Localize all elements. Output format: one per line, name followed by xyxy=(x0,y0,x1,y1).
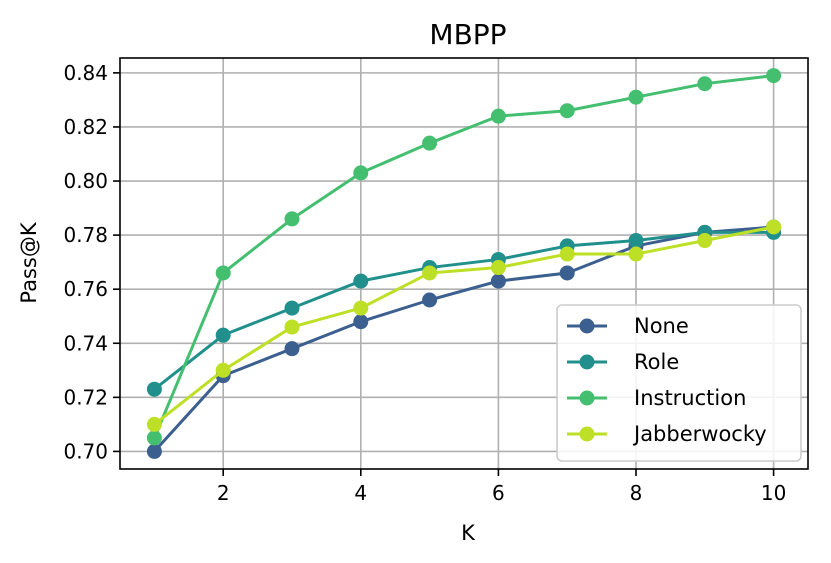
data-point xyxy=(422,265,438,281)
data-point xyxy=(697,76,713,92)
y-tick-label: 0.76 xyxy=(63,277,108,301)
data-point xyxy=(215,362,231,378)
legend-label: Role xyxy=(634,350,679,374)
legend-item: None xyxy=(567,314,689,338)
plot-frame xyxy=(119,57,809,470)
data-point xyxy=(284,341,300,357)
data-point xyxy=(559,103,575,119)
data-point xyxy=(353,273,369,289)
data-point xyxy=(422,292,438,308)
legend-box xyxy=(556,304,802,462)
data-point xyxy=(490,273,506,289)
legend-label: Instruction xyxy=(634,386,746,410)
data-point xyxy=(146,381,162,397)
x-tick-label: 4 xyxy=(354,481,367,505)
series-layer xyxy=(146,68,782,459)
legend-label: None xyxy=(634,314,689,338)
data-point xyxy=(215,265,231,281)
data-point xyxy=(628,89,644,105)
y-tick-label: 0.82 xyxy=(63,115,108,139)
series-line xyxy=(153,230,774,391)
x-tick-label: 6 xyxy=(492,481,505,505)
data-point xyxy=(628,246,644,262)
x-axis-ticks: 2 4 6 8 10 xyxy=(217,469,786,505)
data-point xyxy=(284,211,300,227)
data-point xyxy=(422,135,438,151)
y-axis-ticks: 0.70 0.72 0.74 0.76 0.78 0.80 0.82 0.84 xyxy=(63,61,120,463)
y-tick-label: 0.78 xyxy=(63,223,108,247)
legend-label: Jabberwocky xyxy=(632,422,767,446)
legend-item: Role xyxy=(567,350,679,374)
x-axis-label: K xyxy=(461,521,476,545)
y-tick-label: 0.70 xyxy=(63,439,108,463)
x-tick-label: 10 xyxy=(761,481,786,505)
data-point xyxy=(284,319,300,335)
data-point xyxy=(628,233,644,249)
legend: None Role Instruction Jabberwocky xyxy=(556,304,802,462)
legend-marker xyxy=(579,354,595,370)
chart-title: MBPP xyxy=(429,18,506,51)
data-point xyxy=(559,265,575,281)
legend-item: Jabberwocky xyxy=(567,422,767,446)
data-point xyxy=(559,246,575,262)
data-point xyxy=(146,430,162,446)
data-point xyxy=(766,68,782,84)
legend-marker xyxy=(579,426,595,442)
data-point xyxy=(490,108,506,124)
y-tick-label: 0.84 xyxy=(63,61,108,85)
x-tick-label: 2 xyxy=(217,481,230,505)
data-point xyxy=(353,165,369,181)
y-tick-label: 0.72 xyxy=(63,385,108,409)
series-instruction xyxy=(146,68,782,446)
data-point xyxy=(146,416,162,432)
data-point xyxy=(490,260,506,276)
y-tick-label: 0.74 xyxy=(63,331,108,355)
legend-item: Instruction xyxy=(567,386,746,410)
data-point xyxy=(353,300,369,316)
legend-marker xyxy=(579,318,595,334)
data-point xyxy=(697,233,713,249)
series-line xyxy=(153,225,774,426)
series-line xyxy=(153,74,774,439)
y-axis-label: Pass@K xyxy=(17,221,41,303)
data-point xyxy=(766,219,782,235)
data-point xyxy=(215,327,231,343)
x-tick-label: 8 xyxy=(630,481,643,505)
data-point xyxy=(353,314,369,330)
data-point xyxy=(284,300,300,316)
data-point xyxy=(146,443,162,459)
y-tick-label: 0.80 xyxy=(63,169,108,193)
series-jabberwocky xyxy=(146,219,782,432)
legend-marker xyxy=(579,390,595,406)
series-line xyxy=(153,225,774,453)
